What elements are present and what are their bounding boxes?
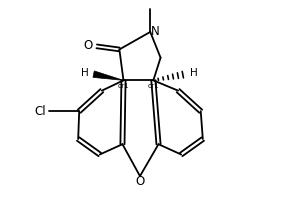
Text: Cl: Cl [34,105,46,118]
Text: H: H [190,68,198,78]
Text: H: H [81,68,89,78]
Polygon shape [93,71,124,80]
Text: or1: or1 [147,83,159,89]
Text: N: N [150,25,159,39]
Text: O: O [135,175,145,188]
Text: O: O [83,39,92,52]
Text: or1: or1 [118,83,129,89]
